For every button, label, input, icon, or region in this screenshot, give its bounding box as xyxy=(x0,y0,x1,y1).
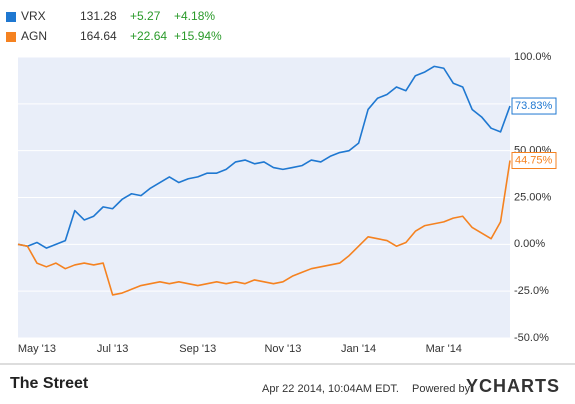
x-tick-label: Jan '14 xyxy=(341,343,376,355)
legend-swatch xyxy=(6,12,16,22)
y-tick-label: 25.00% xyxy=(514,191,552,203)
value-label: 73.83% xyxy=(515,100,553,112)
legend-change-pct: +15.94% xyxy=(174,29,222,43)
series-line xyxy=(17,65,511,249)
x-tick-label: Jul '13 xyxy=(97,343,128,355)
series-line xyxy=(17,160,511,296)
brand-logo: YCHARTS xyxy=(466,376,560,396)
legend-name: AGN xyxy=(21,29,47,43)
timestamp: Apr 22 2014, 10:04AM EDT. xyxy=(262,383,399,395)
source-logo: The Street xyxy=(10,375,89,392)
powered-by: Powered by xyxy=(412,383,471,395)
y-tick-label: 0.00% xyxy=(514,238,545,250)
y-tick-label: -25.0% xyxy=(514,285,549,297)
x-tick-label: Sep '13 xyxy=(179,343,216,355)
y-tick-label: 100.0% xyxy=(514,51,552,63)
legend-name: VRX xyxy=(21,9,46,23)
x-tick-label: Mar '14 xyxy=(426,343,462,355)
value-label-box xyxy=(511,152,557,170)
legend-change: +22.64 xyxy=(130,29,167,43)
value-label: 44.75% xyxy=(515,154,553,166)
legend-swatch xyxy=(6,32,16,42)
value-label-box xyxy=(511,97,557,115)
legend-price: 131.28 xyxy=(80,9,117,23)
x-tick-label: Nov '13 xyxy=(264,343,301,355)
legend-change: +5.27 xyxy=(130,9,161,23)
legend-change-pct: +4.18% xyxy=(174,9,215,23)
x-tick-label: May '13 xyxy=(18,343,56,355)
legend-price: 164.64 xyxy=(80,29,117,43)
y-tick-label: -50.0% xyxy=(514,332,549,344)
